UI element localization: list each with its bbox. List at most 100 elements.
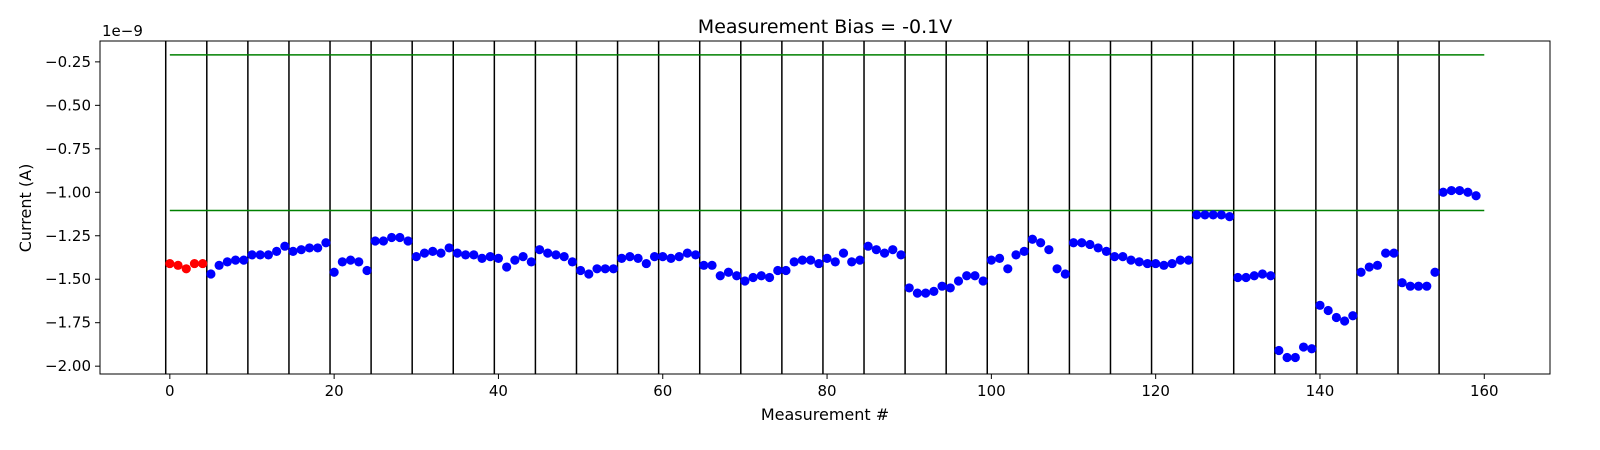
data-point [444, 243, 454, 253]
data-point [929, 286, 939, 297]
data-point [543, 248, 553, 258]
data-point [847, 257, 857, 267]
y-tick-label: −1.75 [45, 314, 91, 332]
data-point [1430, 267, 1440, 277]
data-point [855, 255, 865, 265]
data-point [222, 257, 232, 267]
y-axis: −0.25 −0.50 −0.75 −1.00 −1.25 −1.50 −1.75 −2.00 [45, 53, 100, 375]
data-point [1422, 281, 1432, 291]
data-point [345, 255, 356, 265]
data-point [526, 257, 536, 267]
data-point [1348, 311, 1358, 321]
data-point [337, 257, 347, 267]
data-point [1282, 352, 1292, 363]
data-point [814, 258, 824, 269]
data-point [395, 232, 405, 243]
data-point [625, 252, 635, 262]
data-point [419, 248, 430, 258]
data-point [1315, 300, 1325, 310]
data-point [1372, 260, 1383, 270]
data-point [1027, 234, 1038, 244]
data-point [567, 257, 577, 267]
data-point [288, 246, 298, 257]
data-point [329, 267, 339, 277]
y-axis-label: Current (A) [16, 164, 35, 253]
data-point [477, 253, 487, 263]
x-axis-label: Measurement # [761, 405, 889, 424]
data-point [1257, 269, 1268, 279]
data-point [1200, 210, 1210, 220]
data-point [1233, 272, 1243, 283]
data-point [255, 250, 265, 260]
data-point [1446, 185, 1457, 196]
data-point [797, 255, 808, 265]
data-point [1167, 258, 1177, 269]
data-point [247, 250, 257, 260]
data-point [838, 248, 849, 258]
data-point [732, 271, 742, 281]
data-point [781, 265, 791, 276]
data-point [748, 272, 758, 283]
x-tick-label: 120 [1141, 382, 1170, 400]
data-point [723, 267, 734, 277]
data-point [641, 258, 651, 269]
data-point [986, 255, 996, 265]
data-point [1159, 260, 1169, 270]
data-point [1183, 255, 1194, 265]
data-point [469, 250, 479, 260]
data-point [921, 288, 931, 298]
data-point [485, 252, 495, 262]
data-point [600, 264, 610, 274]
data-point [1298, 342, 1309, 352]
data-point [1290, 352, 1300, 363]
data-point [871, 245, 881, 255]
data-point [1109, 252, 1120, 262]
x-axis: 0 20 40 60 80 100 120 140 160 [165, 374, 1499, 400]
y-tick-label: −1.25 [45, 227, 91, 245]
data-point [378, 236, 389, 246]
data-point [403, 236, 413, 246]
data-point [559, 252, 569, 262]
data-point [263, 250, 274, 260]
data-point [1052, 264, 1062, 274]
data-point [962, 271, 972, 281]
data-point [428, 246, 438, 257]
data-point [1381, 248, 1391, 258]
y-tick-label: −1.50 [45, 270, 91, 288]
y-tick-label: −1.00 [45, 183, 91, 201]
data-point [1085, 239, 1095, 250]
x-tick-label: 140 [1306, 382, 1335, 400]
data-point [502, 262, 512, 272]
data-point [1142, 258, 1153, 269]
data-point [1389, 248, 1399, 258]
data-point [953, 276, 964, 286]
data-point [863, 241, 873, 251]
data-point [707, 260, 717, 270]
data-point [165, 258, 175, 269]
data-point [575, 265, 586, 276]
data-point [1274, 345, 1284, 356]
data-point [937, 281, 947, 291]
data-point [756, 271, 766, 281]
data-point [460, 250, 471, 260]
data-point [822, 253, 832, 263]
data-point [1323, 305, 1333, 316]
plot-area [164, 41, 1485, 374]
data-point [551, 250, 561, 260]
data-point [699, 260, 709, 270]
data-point [1438, 187, 1448, 197]
data-point [362, 265, 372, 276]
data-point [1455, 185, 1465, 196]
y-tick-label: −2.00 [45, 357, 91, 375]
data-point [411, 252, 421, 262]
data-point [994, 253, 1005, 263]
data-point [633, 253, 643, 263]
x-tick-label: 100 [977, 382, 1006, 400]
data-point [1019, 246, 1029, 257]
axes-frame [99, 40, 1551, 375]
data-point [691, 250, 701, 260]
data-point [1241, 272, 1251, 283]
data-point [1011, 250, 1021, 260]
data-point [945, 283, 955, 293]
